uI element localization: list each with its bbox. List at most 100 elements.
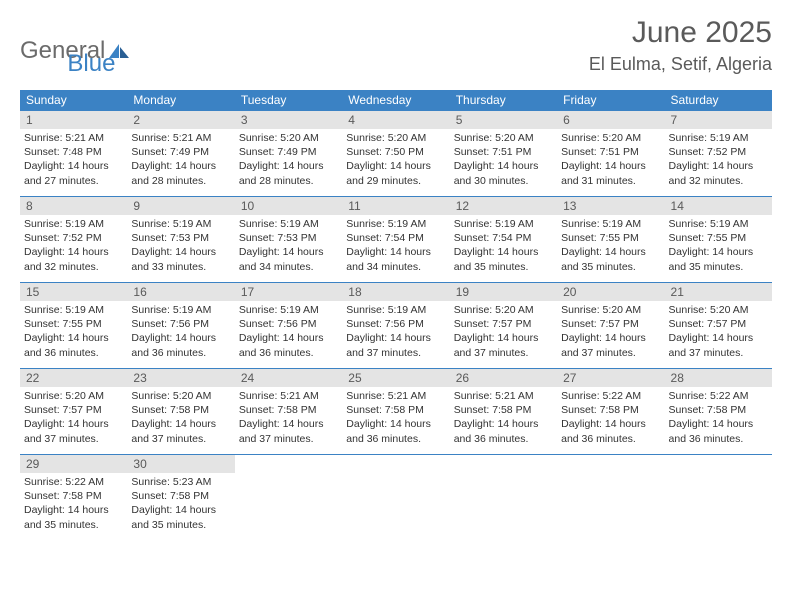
day-number: 4 (342, 111, 449, 129)
day-number: 3 (235, 111, 342, 129)
calendar-cell: 18Sunrise: 5:19 AMSunset: 7:56 PMDayligh… (342, 283, 449, 369)
day-body: Sunrise: 5:20 AMSunset: 7:57 PMDaylight:… (450, 301, 557, 364)
calendar-cell: 21Sunrise: 5:20 AMSunset: 7:57 PMDayligh… (665, 283, 772, 369)
day-header: Thursday (450, 90, 557, 111)
calendar-row: 15Sunrise: 5:19 AMSunset: 7:55 PMDayligh… (20, 283, 772, 369)
calendar-cell: 15Sunrise: 5:19 AMSunset: 7:55 PMDayligh… (20, 283, 127, 369)
calendar-cell: 1Sunrise: 5:21 AMSunset: 7:48 PMDaylight… (20, 111, 127, 197)
calendar-cell: 19Sunrise: 5:20 AMSunset: 7:57 PMDayligh… (450, 283, 557, 369)
calendar-cell: 28Sunrise: 5:22 AMSunset: 7:58 PMDayligh… (665, 369, 772, 455)
calendar-cell: 17Sunrise: 5:19 AMSunset: 7:56 PMDayligh… (235, 283, 342, 369)
day-body: Sunrise: 5:21 AMSunset: 7:58 PMDaylight:… (235, 387, 342, 450)
calendar-cell: 12Sunrise: 5:19 AMSunset: 7:54 PMDayligh… (450, 197, 557, 283)
title-block: June 2025 El Eulma, Setif, Algeria (589, 16, 772, 75)
logo: General Blue (20, 16, 115, 78)
calendar-cell: 2Sunrise: 5:21 AMSunset: 7:49 PMDaylight… (127, 111, 234, 197)
day-body: Sunrise: 5:20 AMSunset: 7:57 PMDaylight:… (665, 301, 772, 364)
day-header: Monday (127, 90, 234, 111)
calendar-cell: 7Sunrise: 5:19 AMSunset: 7:52 PMDaylight… (665, 111, 772, 197)
day-header-row: Sunday Monday Tuesday Wednesday Thursday… (20, 90, 772, 111)
header: General Blue June 2025 El Eulma, Setif, … (20, 16, 772, 78)
day-number: 29 (20, 455, 127, 473)
day-body: Sunrise: 5:22 AMSunset: 7:58 PMDaylight:… (20, 473, 127, 536)
day-number: 6 (557, 111, 664, 129)
calendar-cell: 20Sunrise: 5:20 AMSunset: 7:57 PMDayligh… (557, 283, 664, 369)
day-number: 13 (557, 197, 664, 215)
calendar-row: 29Sunrise: 5:22 AMSunset: 7:58 PMDayligh… (20, 455, 772, 541)
calendar-body: 1Sunrise: 5:21 AMSunset: 7:48 PMDaylight… (20, 111, 772, 541)
calendar-cell: 5Sunrise: 5:20 AMSunset: 7:51 PMDaylight… (450, 111, 557, 197)
day-body: Sunrise: 5:20 AMSunset: 7:58 PMDaylight:… (127, 387, 234, 450)
day-body: Sunrise: 5:19 AMSunset: 7:56 PMDaylight:… (342, 301, 449, 364)
day-number: 10 (235, 197, 342, 215)
day-body: Sunrise: 5:20 AMSunset: 7:51 PMDaylight:… (450, 129, 557, 192)
calendar-cell: 10Sunrise: 5:19 AMSunset: 7:53 PMDayligh… (235, 197, 342, 283)
day-body: Sunrise: 5:19 AMSunset: 7:54 PMDaylight:… (342, 215, 449, 278)
calendar-cell (665, 455, 772, 541)
calendar-cell: 27Sunrise: 5:22 AMSunset: 7:58 PMDayligh… (557, 369, 664, 455)
calendar-cell: 24Sunrise: 5:21 AMSunset: 7:58 PMDayligh… (235, 369, 342, 455)
day-number: 28 (665, 369, 772, 387)
day-number: 12 (450, 197, 557, 215)
logo-word-2: Blue (67, 50, 115, 78)
day-number: 27 (557, 369, 664, 387)
day-body: Sunrise: 5:20 AMSunset: 7:51 PMDaylight:… (557, 129, 664, 192)
day-header: Friday (557, 90, 664, 111)
day-number: 9 (127, 197, 234, 215)
calendar-cell (450, 455, 557, 541)
calendar-table: Sunday Monday Tuesday Wednesday Thursday… (20, 90, 772, 541)
day-number: 2 (127, 111, 234, 129)
day-number: 19 (450, 283, 557, 301)
day-number: 20 (557, 283, 664, 301)
calendar-row: 1Sunrise: 5:21 AMSunset: 7:48 PMDaylight… (20, 111, 772, 197)
day-number: 21 (665, 283, 772, 301)
calendar-cell: 9Sunrise: 5:19 AMSunset: 7:53 PMDaylight… (127, 197, 234, 283)
day-body: Sunrise: 5:20 AMSunset: 7:49 PMDaylight:… (235, 129, 342, 192)
calendar-cell: 11Sunrise: 5:19 AMSunset: 7:54 PMDayligh… (342, 197, 449, 283)
day-number: 15 (20, 283, 127, 301)
day-body: Sunrise: 5:19 AMSunset: 7:53 PMDaylight:… (127, 215, 234, 278)
day-body: Sunrise: 5:19 AMSunset: 7:56 PMDaylight:… (235, 301, 342, 364)
calendar-cell (235, 455, 342, 541)
day-body: Sunrise: 5:19 AMSunset: 7:52 PMDaylight:… (20, 215, 127, 278)
calendar-cell: 22Sunrise: 5:20 AMSunset: 7:57 PMDayligh… (20, 369, 127, 455)
calendar-cell: 26Sunrise: 5:21 AMSunset: 7:58 PMDayligh… (450, 369, 557, 455)
day-number: 14 (665, 197, 772, 215)
day-body: Sunrise: 5:20 AMSunset: 7:57 PMDaylight:… (557, 301, 664, 364)
calendar-cell: 13Sunrise: 5:19 AMSunset: 7:55 PMDayligh… (557, 197, 664, 283)
calendar-cell: 16Sunrise: 5:19 AMSunset: 7:56 PMDayligh… (127, 283, 234, 369)
calendar-cell: 6Sunrise: 5:20 AMSunset: 7:51 PMDaylight… (557, 111, 664, 197)
calendar-cell: 4Sunrise: 5:20 AMSunset: 7:50 PMDaylight… (342, 111, 449, 197)
day-number: 11 (342, 197, 449, 215)
calendar-cell: 25Sunrise: 5:21 AMSunset: 7:58 PMDayligh… (342, 369, 449, 455)
day-number: 5 (450, 111, 557, 129)
day-body: Sunrise: 5:21 AMSunset: 7:49 PMDaylight:… (127, 129, 234, 192)
day-body: Sunrise: 5:20 AMSunset: 7:57 PMDaylight:… (20, 387, 127, 450)
calendar-cell (557, 455, 664, 541)
day-header: Tuesday (235, 90, 342, 111)
calendar-cell: 14Sunrise: 5:19 AMSunset: 7:55 PMDayligh… (665, 197, 772, 283)
day-number: 8 (20, 197, 127, 215)
day-body: Sunrise: 5:23 AMSunset: 7:58 PMDaylight:… (127, 473, 234, 536)
day-number: 22 (20, 369, 127, 387)
day-number: 26 (450, 369, 557, 387)
calendar-cell: 30Sunrise: 5:23 AMSunset: 7:58 PMDayligh… (127, 455, 234, 541)
day-number: 30 (127, 455, 234, 473)
day-body: Sunrise: 5:19 AMSunset: 7:55 PMDaylight:… (557, 215, 664, 278)
day-number: 7 (665, 111, 772, 129)
day-body: Sunrise: 5:19 AMSunset: 7:55 PMDaylight:… (665, 215, 772, 278)
day-number: 25 (342, 369, 449, 387)
day-body: Sunrise: 5:20 AMSunset: 7:50 PMDaylight:… (342, 129, 449, 192)
day-number: 18 (342, 283, 449, 301)
month-title: June 2025 (589, 16, 772, 50)
day-number: 23 (127, 369, 234, 387)
calendar-cell: 3Sunrise: 5:20 AMSunset: 7:49 PMDaylight… (235, 111, 342, 197)
day-number: 16 (127, 283, 234, 301)
day-body: Sunrise: 5:21 AMSunset: 7:58 PMDaylight:… (342, 387, 449, 450)
day-header: Wednesday (342, 90, 449, 111)
calendar-cell: 23Sunrise: 5:20 AMSunset: 7:58 PMDayligh… (127, 369, 234, 455)
day-header: Sunday (20, 90, 127, 111)
calendar-row: 22Sunrise: 5:20 AMSunset: 7:57 PMDayligh… (20, 369, 772, 455)
day-body: Sunrise: 5:19 AMSunset: 7:53 PMDaylight:… (235, 215, 342, 278)
calendar-cell: 8Sunrise: 5:19 AMSunset: 7:52 PMDaylight… (20, 197, 127, 283)
